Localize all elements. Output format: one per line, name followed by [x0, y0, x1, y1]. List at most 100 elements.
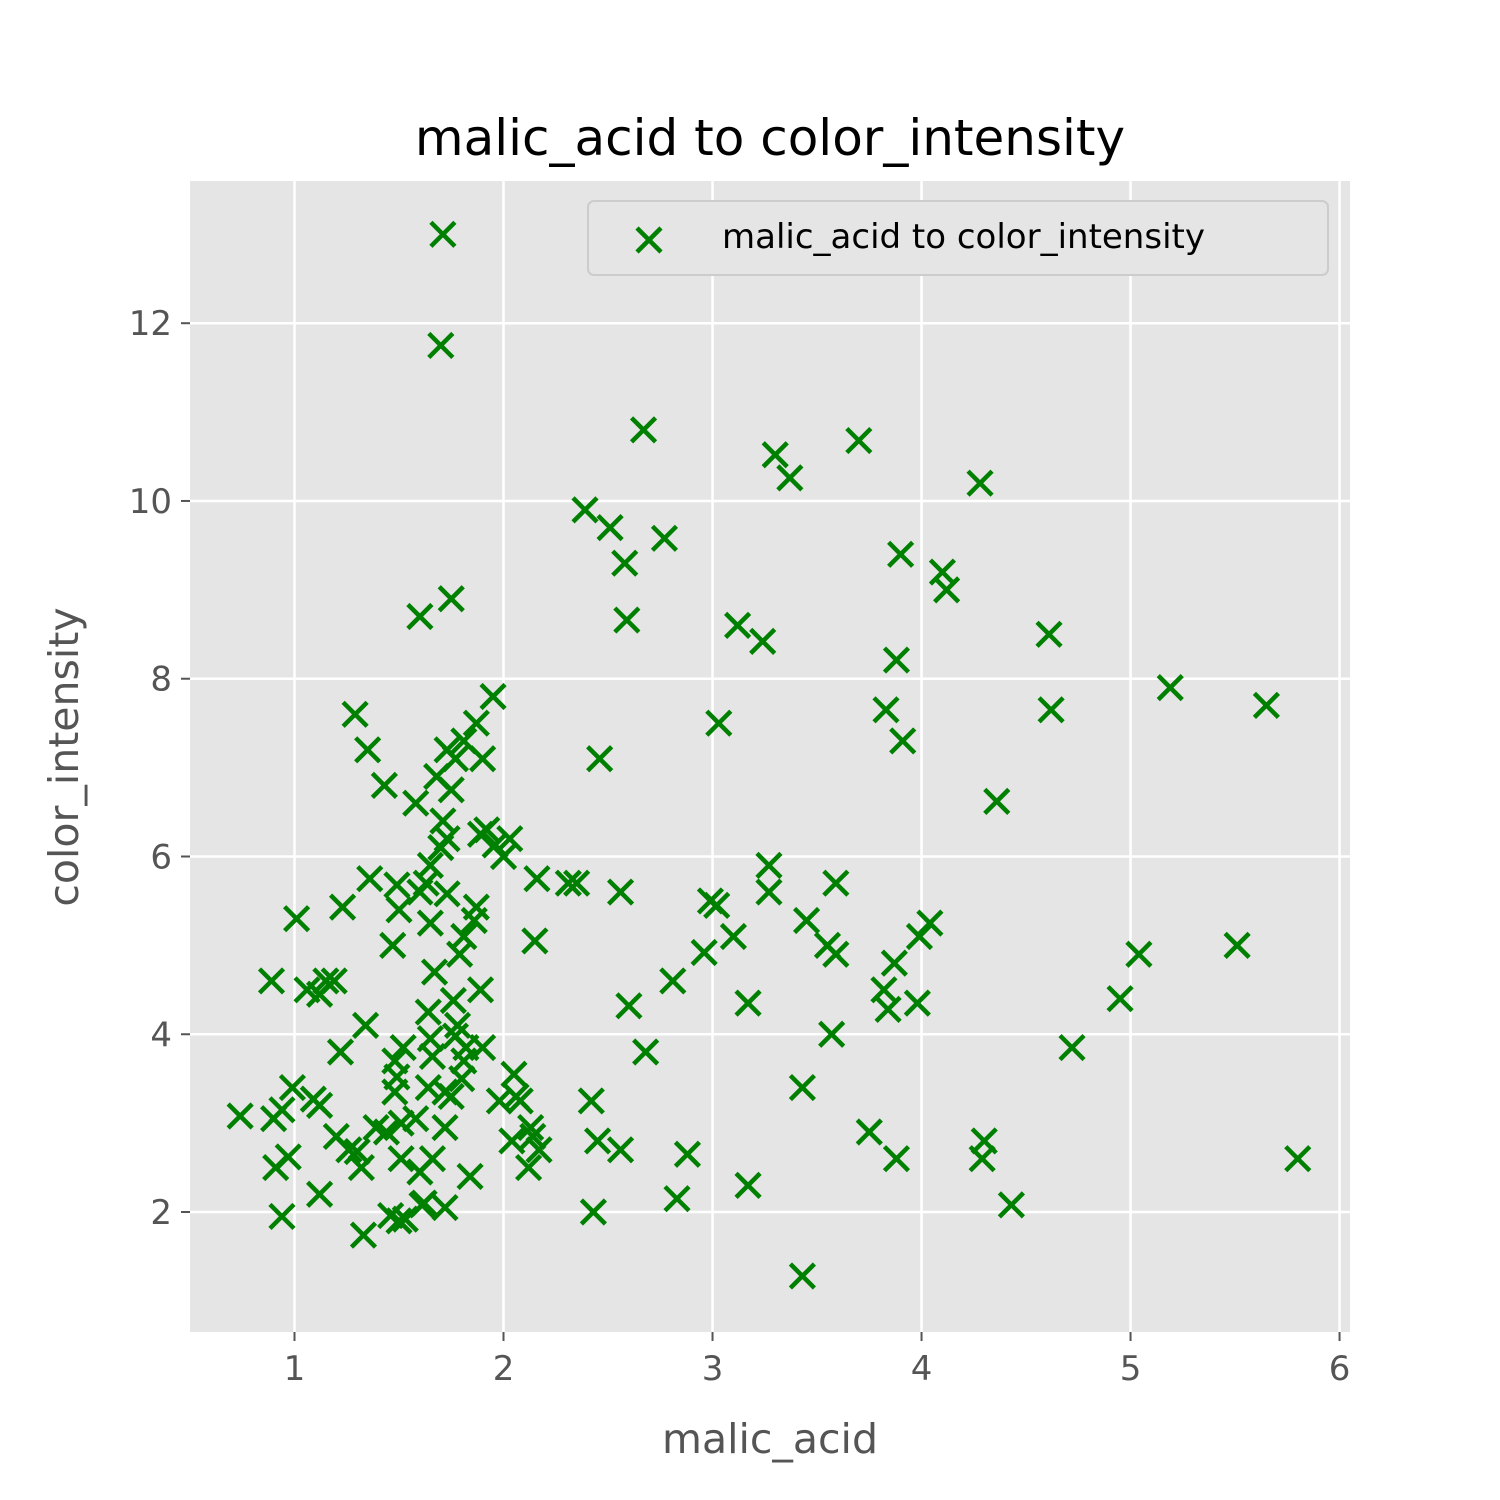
- data-point: [391, 1205, 419, 1233]
- data-point: [328, 893, 357, 921]
- data-point: [571, 496, 599, 524]
- data-point: [903, 989, 931, 1017]
- data-point: [554, 869, 582, 897]
- data-point: [659, 967, 687, 995]
- x-tick-label: 6: [1329, 1349, 1351, 1389]
- data-point: [402, 789, 430, 817]
- data-point: [606, 878, 635, 906]
- data-point: [305, 1180, 334, 1208]
- x-tick-label: 1: [284, 1349, 306, 1389]
- data-point: [632, 1038, 660, 1066]
- legend-marker-x: [635, 226, 663, 254]
- data-point: [418, 1042, 447, 1071]
- y-tick-label: 6: [150, 837, 172, 877]
- data-point: [496, 825, 524, 853]
- data-point: [788, 1073, 816, 1102]
- data-point: [420, 958, 449, 986]
- data-point: [406, 602, 434, 631]
- data-point: [500, 1060, 528, 1088]
- legend-marker: [635, 226, 663, 254]
- data-point: [443, 1011, 472, 1039]
- data-point: [469, 745, 497, 773]
- data-points: [226, 220, 1312, 1290]
- data-point: [278, 1073, 307, 1102]
- data-point: [479, 682, 507, 711]
- data-point: [416, 909, 444, 937]
- legend-label: malic_acid to color_intensity: [722, 217, 1205, 257]
- data-point: [872, 696, 900, 724]
- data-point: [406, 1158, 434, 1186]
- data-point: [1156, 674, 1184, 702]
- data-point: [448, 1065, 476, 1093]
- data-point: [606, 1136, 635, 1164]
- data-point: [260, 1105, 288, 1133]
- data-point: [429, 220, 457, 248]
- data-point: [874, 995, 902, 1023]
- data-point: [719, 922, 748, 951]
- data-point: [349, 1221, 378, 1249]
- x-axis-label: malic_acid: [662, 1415, 878, 1463]
- data-point: [1106, 985, 1134, 1013]
- data-point: [466, 976, 495, 1004]
- chart-title: malic_acid to color_intensity: [415, 109, 1125, 167]
- data-point: [305, 980, 334, 1008]
- data-point: [882, 646, 911, 674]
- data-point: [379, 931, 407, 959]
- data-point: [889, 727, 917, 755]
- data-point: [523, 865, 551, 893]
- data-point: [615, 992, 643, 1020]
- data-point: [381, 1078, 409, 1106]
- data-point: [387, 1109, 415, 1137]
- data-point: [905, 922, 934, 951]
- y-axis-label: color_intensity: [40, 607, 88, 906]
- x-tick-label: 2: [493, 1349, 515, 1389]
- data-point: [481, 831, 509, 859]
- data-point: [1252, 691, 1280, 719]
- y-tick-label: 10: [129, 482, 172, 522]
- data-point: [521, 927, 549, 955]
- data-point: [776, 464, 804, 492]
- data-point: [446, 940, 474, 968]
- data-point: [427, 331, 455, 360]
- data-point: [283, 905, 311, 933]
- data-point: [579, 1198, 607, 1226]
- data-point: [703, 891, 731, 919]
- data-point: [385, 896, 413, 924]
- data-point: [1037, 696, 1065, 724]
- x-tick-label: 4: [911, 1349, 933, 1389]
- data-point: [383, 871, 411, 899]
- data-point: [705, 709, 733, 737]
- data-point: [485, 1087, 513, 1115]
- data-point: [431, 1113, 459, 1142]
- data-point: [563, 869, 591, 897]
- y-tick-label: 2: [150, 1193, 172, 1233]
- data-point: [466, 820, 495, 848]
- data-point: [755, 878, 783, 906]
- data-point: [968, 1145, 996, 1173]
- grid-lines: [190, 181, 1350, 1332]
- data-point: [613, 606, 641, 634]
- data-point: [1058, 1033, 1086, 1062]
- data-point: [469, 1033, 497, 1062]
- data-point: [1035, 620, 1063, 648]
- data-point: [1125, 940, 1153, 968]
- data-point: [312, 967, 340, 995]
- data-point: [855, 1118, 883, 1146]
- data-point: [351, 1011, 380, 1039]
- data-point: [372, 1118, 401, 1146]
- data-point: [887, 540, 915, 568]
- y-tick-label: 8: [150, 660, 172, 700]
- data-point: [673, 1140, 702, 1168]
- data-point: [822, 940, 850, 968]
- data-point: [724, 611, 752, 639]
- data-point: [577, 1087, 605, 1115]
- data-point: [226, 1102, 254, 1130]
- data-point: [882, 1145, 911, 1173]
- data-point: [431, 1193, 459, 1222]
- x-tick-label: 3: [702, 1349, 724, 1389]
- data-point: [997, 1191, 1025, 1219]
- data-point: [389, 1033, 417, 1062]
- data-point: [326, 1038, 355, 1066]
